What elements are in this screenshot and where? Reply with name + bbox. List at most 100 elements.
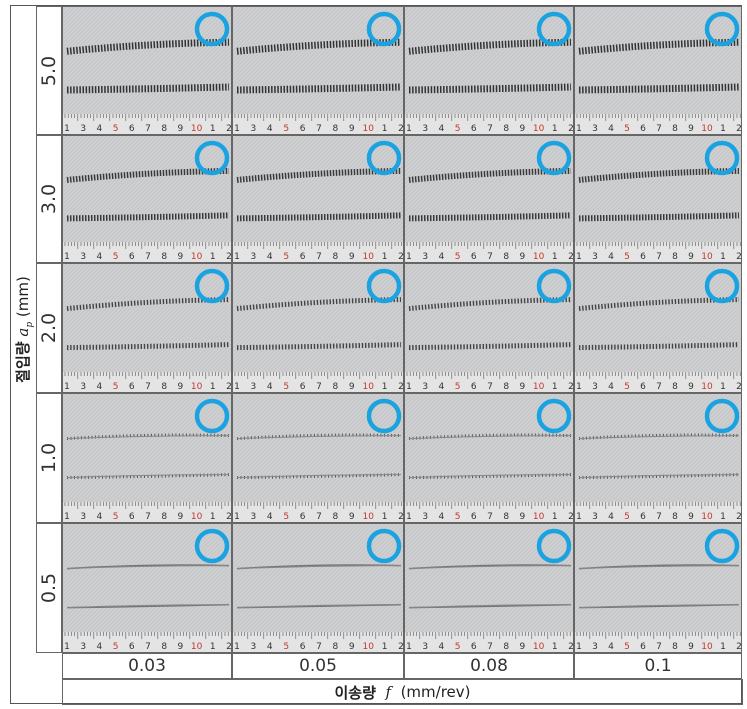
ruler-label: 6 — [300, 512, 306, 522]
texture — [63, 394, 168, 499]
texture — [575, 136, 600, 161]
texture — [405, 264, 430, 289]
ruler-label: 3 — [251, 252, 257, 262]
chip — [578, 212, 740, 222]
highlight-circle — [704, 140, 740, 176]
texture — [63, 394, 160, 491]
texture — [405, 524, 494, 613]
texture — [575, 264, 612, 301]
texture — [405, 524, 478, 597]
texture — [575, 264, 656, 345]
texture — [63, 136, 92, 165]
ruler-label: 7 — [487, 124, 493, 134]
highlight-circle — [366, 11, 402, 47]
ruler-label: 9 — [520, 252, 526, 262]
ruler-label: 7 — [656, 512, 662, 522]
texture — [233, 394, 330, 491]
texture — [405, 524, 434, 553]
chip — [66, 297, 230, 312]
texture — [575, 264, 648, 337]
ruler-label: 10 — [362, 512, 374, 522]
texture — [63, 394, 104, 435]
row-label: 3.0 — [36, 135, 62, 263]
ruler-label: 7 — [145, 124, 151, 134]
row-label: 2.0 — [36, 263, 62, 393]
row-label-text: 2.0 — [38, 312, 60, 344]
photo: 1 3 4 5 6 7 8 9 10 1 2 — [63, 524, 231, 652]
texture — [575, 524, 612, 561]
ruler-label: 6 — [129, 124, 135, 134]
ruler-label: 7 — [316, 124, 322, 134]
texture — [233, 394, 314, 475]
ruler-label: 1 — [382, 512, 388, 522]
texture — [575, 394, 644, 463]
chip — [578, 342, 740, 351]
texture — [63, 136, 124, 197]
ruler-label: 5 — [455, 512, 461, 522]
highlight-circle — [366, 268, 402, 304]
ruler-label: 8 — [161, 642, 167, 652]
texture — [405, 7, 478, 80]
ruler-label: 5 — [113, 382, 119, 392]
ruler-label: 4 — [267, 512, 273, 522]
texture — [233, 7, 270, 44]
ruler — [63, 632, 231, 652]
chip — [66, 433, 230, 441]
texture — [63, 264, 148, 349]
y-label-text: 절입량 — [14, 341, 32, 383]
texture — [63, 136, 160, 233]
ruler-label: 3 — [592, 124, 598, 134]
ruler-label: 6 — [640, 382, 646, 392]
texture — [233, 264, 342, 373]
row-label: 5.0 — [36, 6, 62, 135]
texture — [405, 7, 454, 56]
texture — [63, 136, 136, 209]
texture — [233, 524, 322, 613]
texture — [233, 394, 278, 439]
texture — [63, 136, 148, 221]
ruler-label: 1 — [64, 382, 70, 392]
ruler-label: 7 — [145, 382, 151, 392]
texture — [575, 264, 672, 361]
texture — [63, 264, 144, 345]
texture — [405, 136, 478, 209]
ruler-label: 5 — [624, 124, 630, 134]
chip-core — [66, 604, 230, 609]
ruler-label: 1 — [234, 252, 240, 262]
ruler-label: 7 — [145, 642, 151, 652]
x-label-unit: (mm/rev) — [400, 683, 471, 701]
ruler-label: 6 — [471, 642, 477, 652]
texture — [405, 394, 506, 495]
texture — [741, 264, 742, 393]
ruler-label: 1 — [720, 124, 726, 134]
texture — [405, 524, 462, 581]
texture — [233, 524, 306, 597]
texture — [63, 7, 116, 60]
ruler-label: 3 — [251, 512, 257, 522]
texture — [63, 7, 96, 40]
texture — [63, 524, 128, 589]
ruler-label: 8 — [503, 252, 509, 262]
ruler-label: 10 — [701, 642, 713, 652]
texture — [575, 394, 632, 451]
ruler — [405, 502, 573, 522]
ruler-label: 4 — [97, 252, 103, 262]
texture — [233, 524, 258, 549]
texture — [233, 7, 326, 100]
texture — [233, 136, 334, 237]
ruler-label: 1 — [234, 382, 240, 392]
texture — [575, 136, 640, 201]
texture — [63, 136, 164, 237]
ruler-label: 2 — [568, 512, 574, 522]
texture — [405, 264, 458, 317]
texture — [575, 524, 648, 597]
photo-cell: 1 3 4 5 6 7 8 9 10 1 2 — [404, 263, 574, 393]
texture — [575, 264, 628, 317]
ruler-label: 6 — [129, 512, 135, 522]
texture — [63, 7, 144, 88]
ruler-label: 9 — [520, 642, 526, 652]
texture — [405, 394, 478, 467]
texture — [63, 264, 112, 313]
texture — [575, 136, 608, 169]
ruler-label: 3 — [80, 642, 86, 652]
